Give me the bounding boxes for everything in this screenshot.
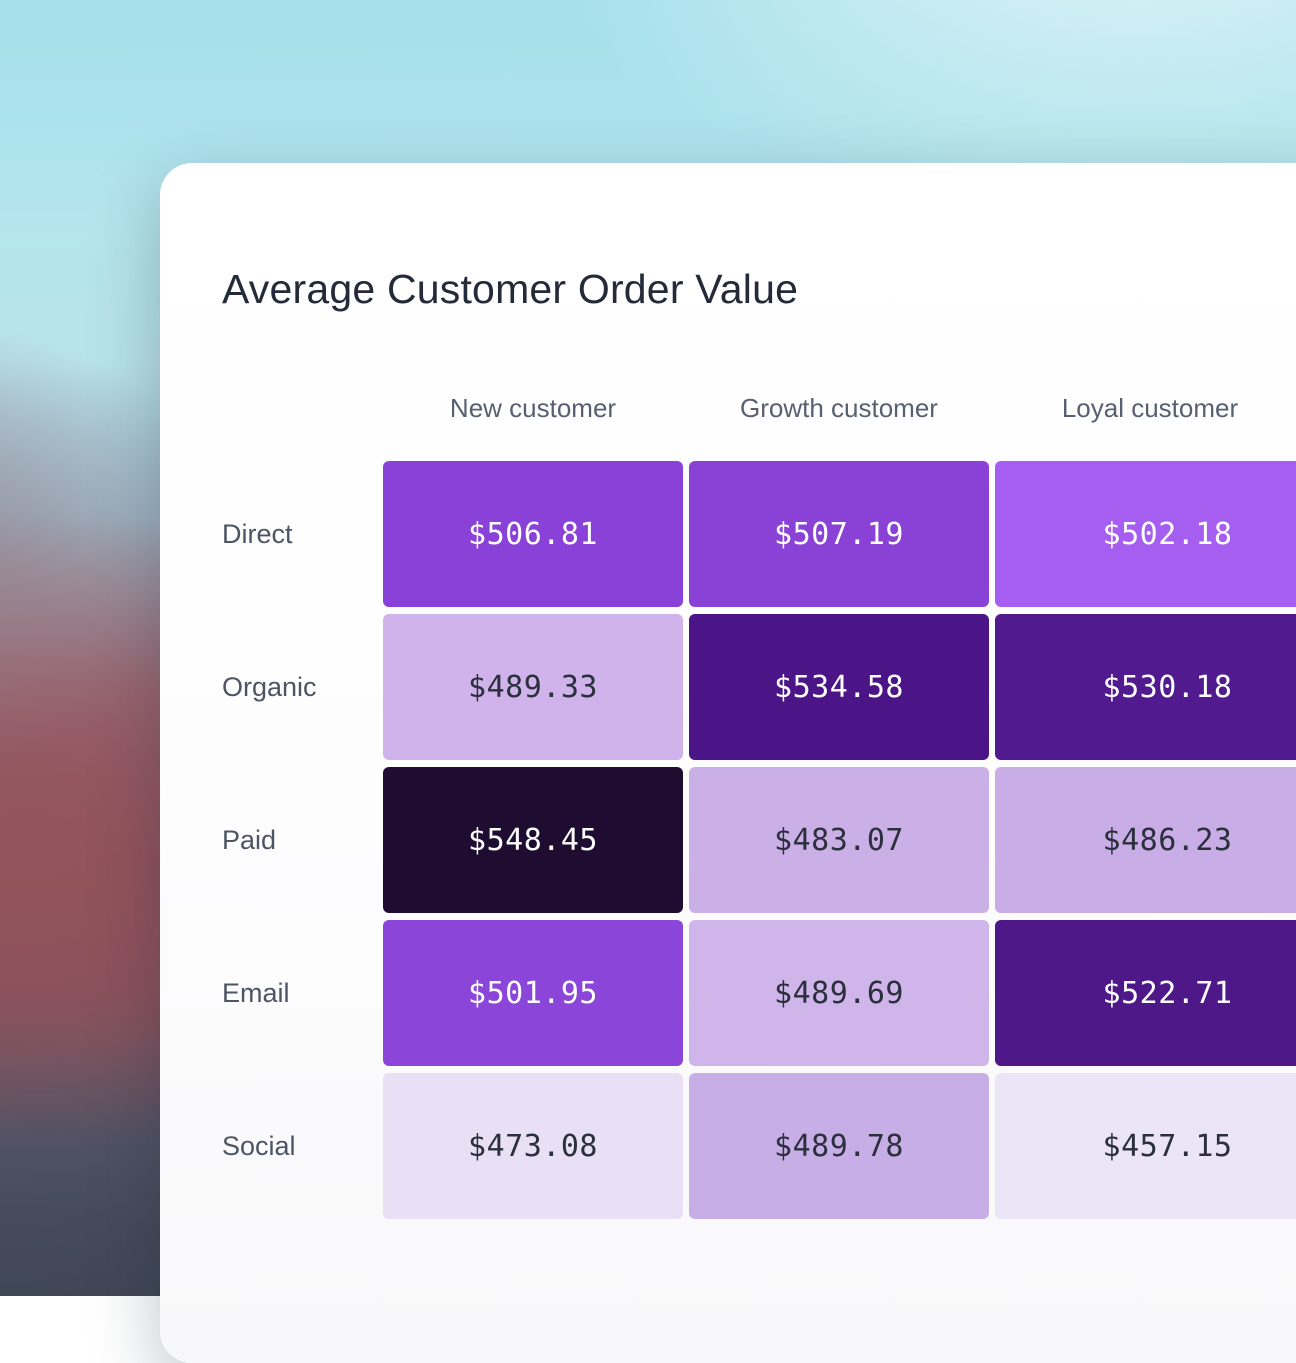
heatmap-cell[interactable]: $483.07 (689, 767, 989, 913)
heatmap-cell[interactable]: $457.15 (995, 1073, 1296, 1219)
column-header-row: New customer Growth customer Loyal custome… (222, 391, 1296, 425)
heatmap-cell[interactable]: $489.78 (689, 1073, 989, 1219)
heatmap-cell[interactable]: $548.45 (383, 767, 683, 913)
heatmap-cell[interactable]: $507.19 (689, 461, 989, 607)
cell-value: $506.81 (468, 516, 598, 552)
cell-value: $489.69 (774, 975, 904, 1011)
cell-value: $501.95 (468, 975, 598, 1011)
heatmap-row-paid: Paid $548.45 $483.07 $486.23 (222, 767, 1296, 913)
row-label: Paid (222, 824, 277, 855)
heatmap-cell[interactable]: $534.58 (689, 614, 989, 760)
cell-value: $534.58 (774, 669, 904, 705)
heatmap: New customer Growth customer Loyal custome… (222, 391, 1296, 1226)
cell-value: $522.71 (1102, 975, 1233, 1011)
cell-value: $486.23 (1102, 822, 1233, 858)
heatmap-cell[interactable]: $522.71 (995, 920, 1296, 1066)
heatmap-cell[interactable]: $530.18 (995, 614, 1296, 760)
column-header-1: New customer (449, 392, 617, 423)
row-label: Social (222, 1130, 296, 1161)
cell-value: $530.18 (1102, 669, 1233, 705)
row-label: Organic (222, 671, 317, 702)
heatmap-row-email: Email $501.95 $489.69 $522.71 (222, 920, 1296, 1066)
cell-value: $457.15 (1102, 1128, 1233, 1164)
cell-value: $483.07 (774, 822, 904, 858)
heatmap-cell[interactable]: $489.33 (383, 614, 683, 760)
column-header-3: Loyal customer (1061, 392, 1239, 423)
cell-value: $507.19 (774, 516, 904, 552)
heatmap-row-social: Social $473.08 $489.78 $457.15 (222, 1073, 1296, 1219)
row-label: Direct (222, 518, 293, 549)
heatmap-row-organic: Organic $489.33 $534.58 $530.18 (222, 614, 1296, 760)
cell-value: $489.78 (774, 1128, 904, 1164)
cell-value: $489.33 (468, 669, 598, 705)
row-label: Email (222, 977, 290, 1008)
heatmap-cell[interactable]: $506.81 (383, 461, 683, 607)
chart-title: Average Customer Order Value (222, 266, 799, 312)
heatmap-cell[interactable]: $486.23 (995, 767, 1296, 913)
cell-value: $473.08 (468, 1128, 598, 1164)
heatmap-cell[interactable]: $501.95 (383, 920, 683, 1066)
heatmap-cell[interactable]: $473.08 (383, 1073, 683, 1219)
dashboard-card: Average Customer Order Value New custome… (160, 163, 1296, 1363)
column-header-2: Growth customer (740, 392, 938, 423)
heatmap-cell[interactable]: $502.18 (995, 461, 1296, 607)
heatmap-cell[interactable]: $489.69 (689, 920, 989, 1066)
heatmap-row-direct: Direct $506.81 $507.19 $502.18 (222, 461, 1296, 607)
cell-value: $502.18 (1102, 516, 1233, 552)
cell-value: $548.45 (468, 822, 598, 858)
